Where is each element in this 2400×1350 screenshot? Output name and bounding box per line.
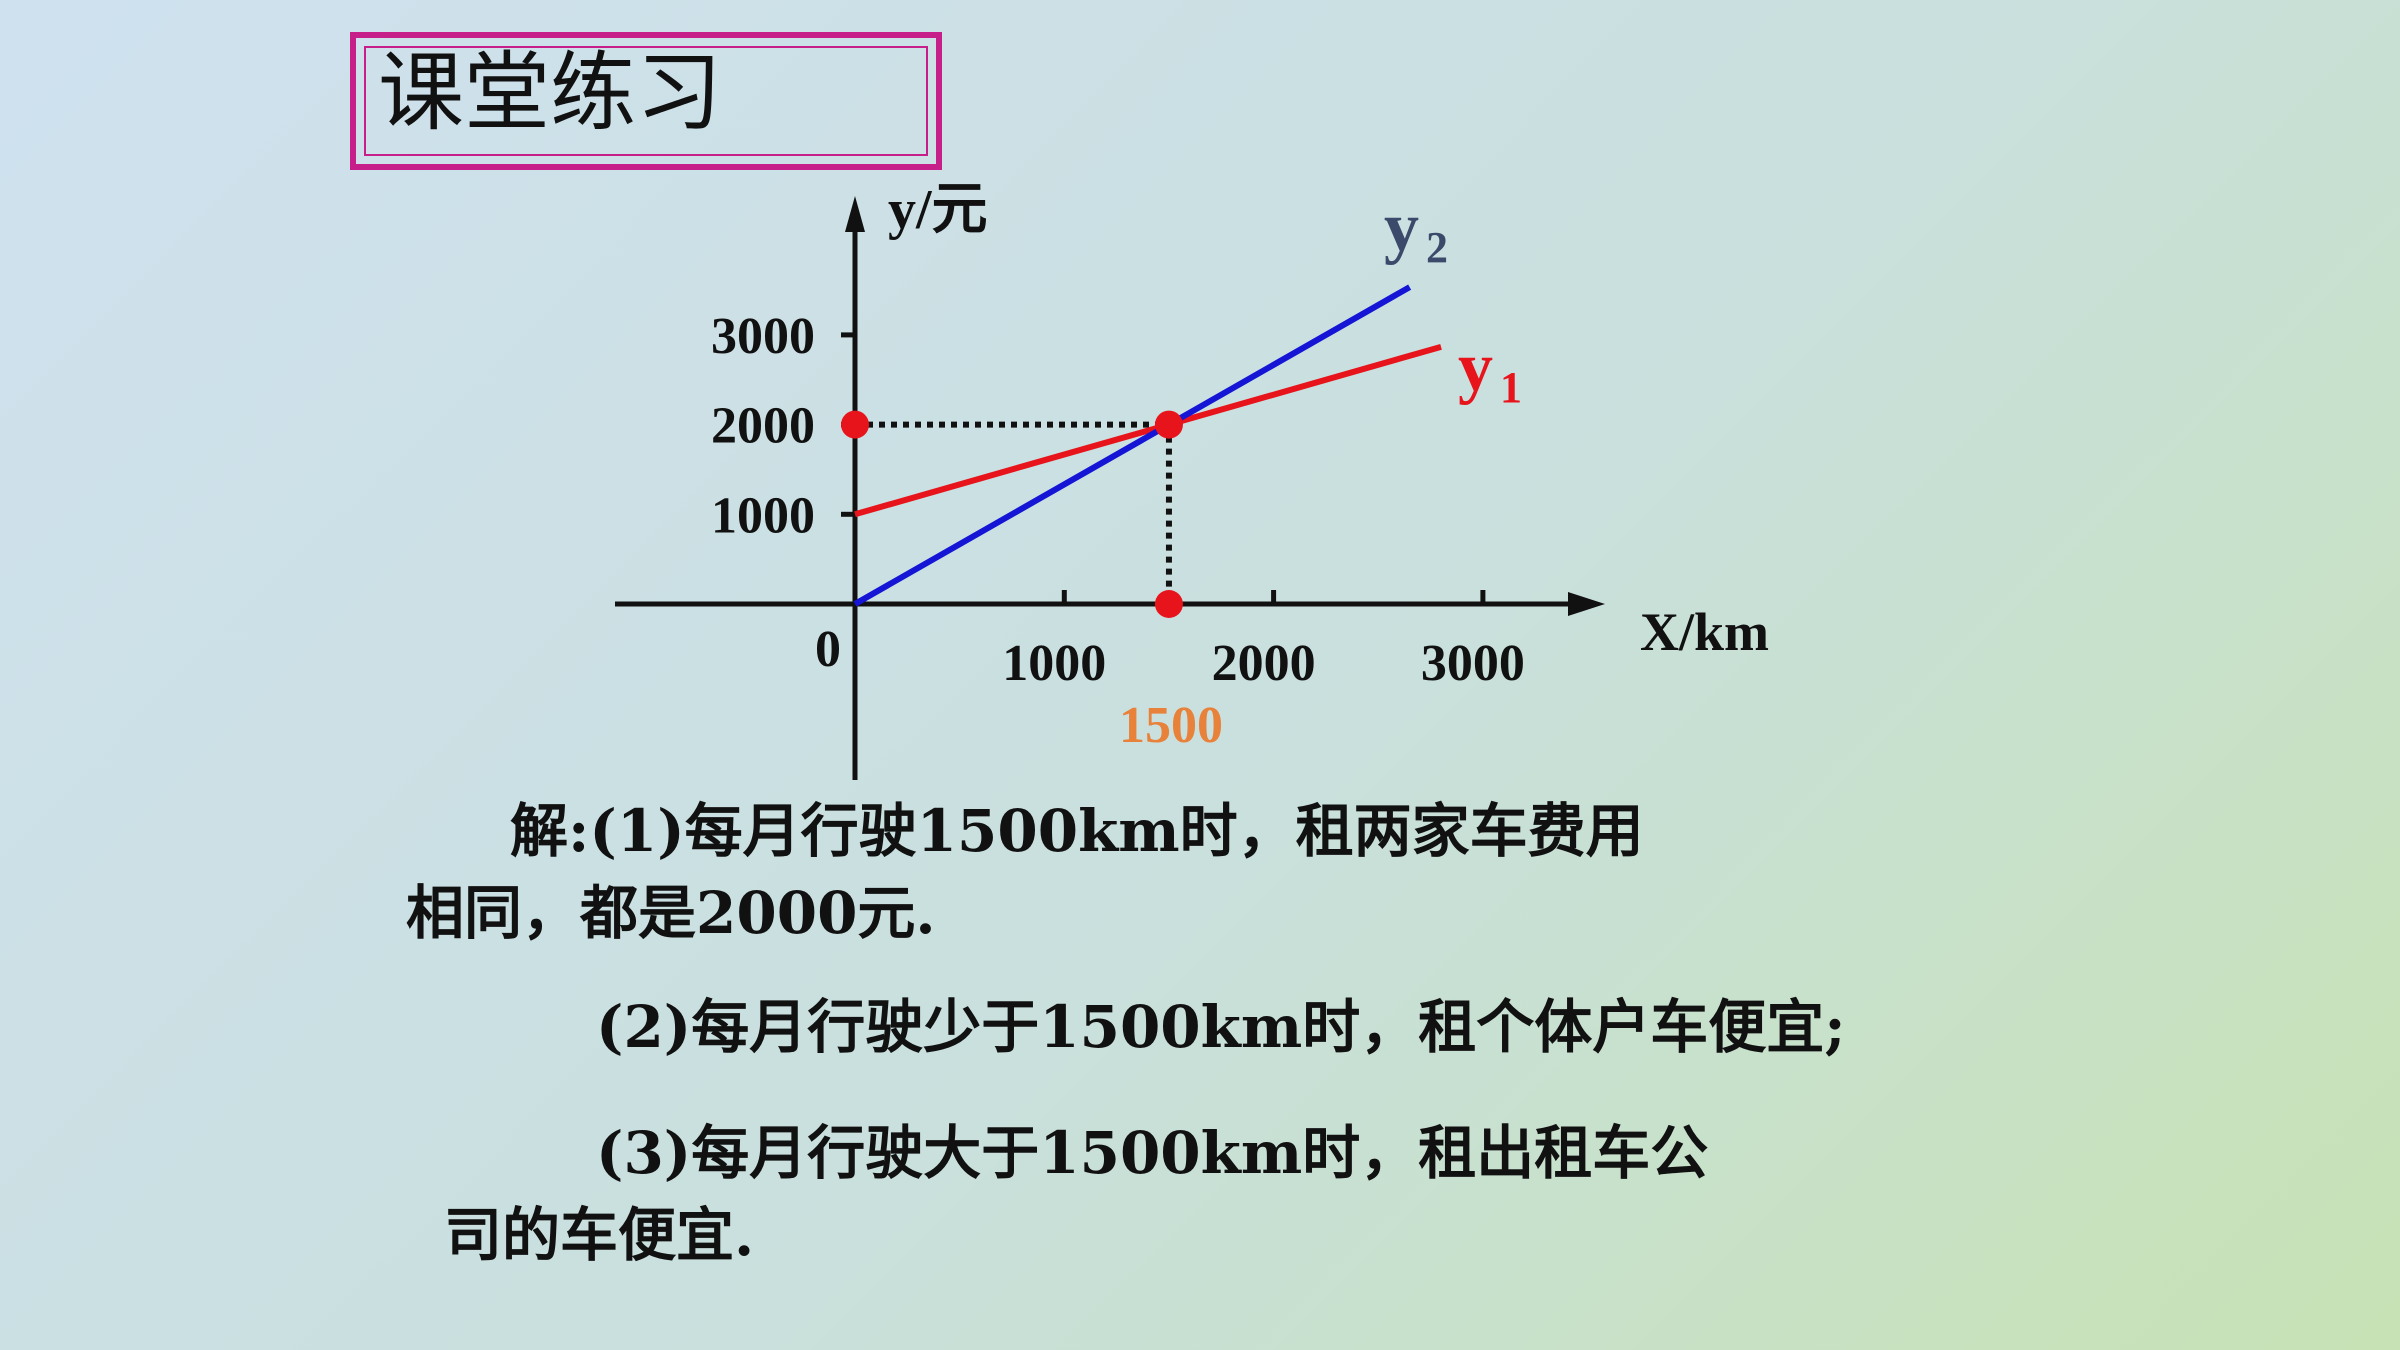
axis-ticks [841, 332, 1486, 604]
x-tick-label-1000: 1000 [1002, 635, 1106, 692]
y-tick-label-1000: 1000 [711, 487, 815, 544]
intersection-markers [841, 410, 1183, 618]
solution-line-3: (2)每月行驶少于1500km时，租个体户车便宜; [596, 993, 1846, 1061]
marker-y-2000 [841, 410, 869, 439]
slide-title: 课堂练习 [378, 43, 722, 143]
x-axis-arrow [1568, 592, 1605, 616]
intersection-x-label: 1500 [1119, 697, 1223, 754]
series-subscript-y2: 2 [1426, 223, 1448, 272]
y-tick-label-3000: 3000 [711, 308, 815, 365]
solution-line-2: 相同，都是2000元. [406, 879, 936, 947]
x-tick-label-2000: 2000 [1212, 635, 1316, 692]
y-axis-label: y/元 [888, 179, 988, 241]
marker-x-1500 [1154, 590, 1183, 618]
series-line-y2 [853, 284, 1412, 607]
title-inner-border [364, 46, 928, 156]
x-axis-label: X/km [1640, 602, 1769, 662]
series-line-y1 [854, 343, 1442, 518]
origin-label: 0 [815, 621, 841, 678]
title-box: 课堂练习 [350, 32, 942, 170]
series-label-y2: y [1384, 189, 1419, 266]
dotted-guide-lines [855, 421, 1172, 604]
solution-line-4: (3)每月行驶大于1500km时，租出租车公 [596, 1119, 1709, 1187]
solution-line-1: 解:(1)每月行驶1500km时，租两家车费用 [510, 797, 1644, 865]
series-subscript-y1: 1 [1500, 363, 1522, 412]
x-tick-label-3000: 3000 [1421, 635, 1525, 692]
solution-line-5: 司的车便宜. [444, 1201, 755, 1269]
series-label-y1: y [1458, 329, 1493, 406]
y-axis-arrow [845, 196, 865, 232]
y-tick-label-2000: 2000 [711, 398, 815, 455]
marker-intersection [1154, 410, 1183, 439]
series-lines [853, 284, 1442, 607]
